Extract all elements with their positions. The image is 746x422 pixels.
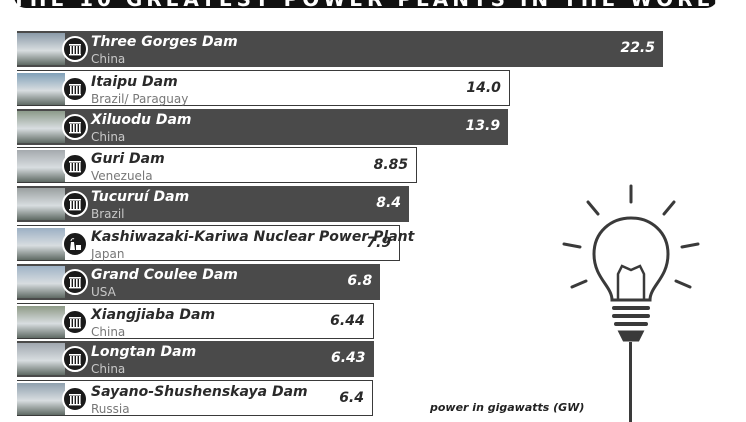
value-label: 13.9: [465, 117, 501, 134]
plant-name: Longtan Dam: [91, 344, 197, 361]
plant-country: Brazil: [91, 207, 125, 222]
plant-photo: [17, 228, 65, 260]
plant-name: Kashiwazaki-Kariwa Nuclear Power Plant: [91, 229, 415, 245]
chart-title: THE 10 GREATEST POWER PLANTS IN THE WORL…: [0, 0, 746, 11]
title-banner: THE 10 GREATEST POWER PLANTS IN THE WORL…: [0, 0, 746, 27]
value-label: 6.44: [330, 312, 365, 329]
bar-3: Xiluodu Dam China 13.9: [17, 108, 509, 145]
plant-photo: [17, 110, 65, 143]
dam-icon: [69, 276, 81, 289]
dam-icon: [69, 121, 81, 133]
plant-type-badge: [62, 75, 88, 102]
dam-icon: [69, 83, 81, 96]
plant-photo: [17, 188, 65, 221]
value-label: 6.8: [347, 272, 373, 289]
dam-icon: [69, 44, 81, 56]
value-label: 14.0: [466, 79, 501, 96]
value-label: 8.4: [376, 195, 402, 212]
plant-country: Brazil/ Paraguay: [91, 91, 189, 106]
bar-8: Xiangjiaba Dam China 6.44: [17, 302, 374, 339]
bar-5: Tucuruí Dam Brazil 8.4: [17, 186, 410, 223]
plant-country: Russia: [91, 402, 130, 417]
plant-photo: [17, 33, 65, 65]
title-pill: [14, 0, 718, 8]
plant-photo: [17, 343, 65, 376]
plant-country: Venezuela: [91, 169, 153, 184]
plant-type-badge: [62, 36, 88, 62]
plant-name: Sayano-Shushenskaya Dam: [91, 384, 308, 401]
bar-10: Sayano-Shushenskaya Dam Russia 6.4: [17, 380, 373, 417]
dam-icon: [69, 316, 81, 328]
value-label: 6.43: [330, 350, 366, 367]
plant-type-badge: [62, 268, 88, 295]
value-label: 7.9: [366, 235, 392, 251]
plant-photo: [17, 72, 65, 105]
plant-type-badge: [62, 231, 88, 257]
bar-1: Three Gorges Dam China 22.5: [17, 31, 663, 67]
plant-name: Three Gorges Dam: [91, 34, 238, 50]
nuclear-plant-icon: [70, 238, 81, 250]
bar-9: Longtan Dam China 6.43: [17, 341, 374, 378]
dam-icon: [69, 394, 81, 406]
plant-country: USA: [91, 284, 116, 299]
plant-name: Tucuruí Dam: [91, 189, 190, 206]
plant-name: Guri Dam: [91, 151, 165, 168]
bar-7: Grand Coulee Dam USA 6.8: [17, 263, 381, 300]
plant-photo: [17, 150, 65, 183]
plant-country: China: [91, 324, 126, 339]
value-label: 6.4: [339, 390, 364, 407]
plant-type-badge: [62, 191, 88, 218]
plant-country: Japan: [91, 247, 125, 261]
dam-icon: [69, 354, 81, 366]
plant-name: Grand Coulee Dam: [91, 266, 238, 283]
bulb-wire: [629, 342, 632, 422]
bar-2: Itaipu Dam Brazil/ Paraguay 14.0: [17, 69, 510, 106]
bar-4: Guri Dam Venezuela 8.85: [17, 147, 418, 184]
lightbulb-icon: [562, 184, 700, 342]
plant-country: China: [91, 362, 126, 377]
plant-country: China: [91, 52, 126, 66]
plant-photo: [17, 305, 65, 338]
value-label: 22.5: [620, 40, 655, 56]
plant-name: Itaipu Dam: [91, 73, 178, 90]
plant-type-badge: [62, 346, 88, 373]
plant-photo: [17, 265, 65, 298]
bar-6: Kashiwazaki-Kariwa Nuclear Power Plant Ja…: [17, 225, 414, 261]
plant-name: Xiluodu Dam: [91, 111, 192, 128]
plant-photo: [17, 383, 65, 416]
dam-icon: [69, 161, 81, 173]
plant-type-badge: [62, 113, 88, 140]
plant-type-badge: [62, 386, 88, 413]
dam-icon: [69, 199, 81, 211]
plant-type-badge: [62, 308, 88, 335]
plant-name: Xiangjiaba Dam: [91, 306, 216, 323]
unit-footnote: power in gigawatts (GW): [430, 401, 585, 414]
plant-type-badge: [62, 153, 88, 180]
plant-country: China: [91, 129, 126, 144]
value-label: 8.85: [373, 157, 409, 174]
